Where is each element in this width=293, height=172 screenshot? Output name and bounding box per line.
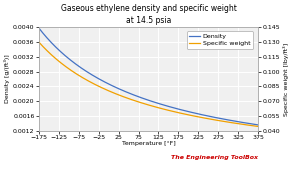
Density [93,76,97,78]
Specific weight [184,113,187,115]
Line: Specific weight: Specific weight [39,42,258,126]
Density [256,124,260,126]
Specific weight [202,117,206,119]
Y-axis label: Density [g/(ft³)]: Density [g/(ft³)] [4,55,10,103]
Density [136,95,140,98]
Title: Gaseous ethylene density and specific weight
at 14.5 psia: Gaseous ethylene density and specific we… [61,4,236,25]
Specific weight [76,74,79,76]
Text: The Engineering ToolBox: The Engineering ToolBox [171,155,258,160]
Density [76,64,79,66]
Legend: Density, Specific weight: Density, Specific weight [187,31,253,49]
Specific weight [256,125,260,127]
Specific weight [136,101,140,103]
Specific weight [37,41,40,43]
Density [37,27,40,29]
X-axis label: Temperature [°F]: Temperature [°F] [122,141,176,146]
Density [166,105,170,107]
Specific weight [166,109,170,111]
Specific weight [93,83,97,85]
Line: Density: Density [39,28,258,125]
Density [202,114,206,116]
Density [184,110,187,112]
Y-axis label: Specific weight [lby/ft³]: Specific weight [lby/ft³] [283,42,289,116]
